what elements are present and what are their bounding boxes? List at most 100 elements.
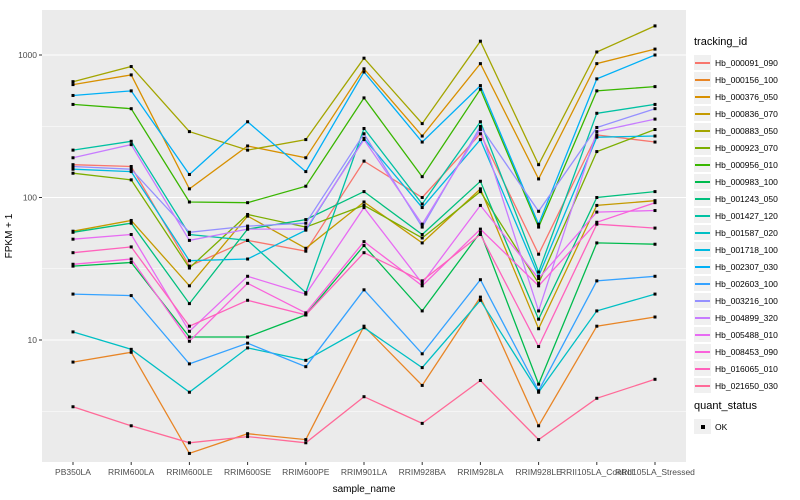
data-point[interactable] (129, 218, 133, 222)
data-point[interactable] (187, 259, 191, 263)
data-point[interactable] (420, 241, 424, 245)
data-point[interactable] (304, 311, 308, 315)
data-point[interactable] (187, 173, 191, 177)
data-point[interactable] (653, 53, 657, 57)
data-point[interactable] (362, 203, 366, 207)
data-point[interactable] (129, 165, 133, 169)
legend-item-Hb_000836_070[interactable]: Hb_000836_070 (694, 105, 798, 122)
data-point[interactable] (537, 438, 541, 442)
data-point[interactable] (595, 220, 599, 224)
data-point[interactable] (71, 165, 75, 169)
legend-item-Hb_000091_090[interactable]: Hb_000091_090 (694, 54, 798, 71)
data-point[interactable] (246, 346, 250, 350)
data-point[interactable] (478, 203, 482, 207)
data-point[interactable] (420, 122, 424, 126)
data-point[interactable] (187, 362, 191, 366)
data-point[interactable] (653, 24, 657, 28)
data-point[interactable] (595, 133, 599, 137)
data-point[interactable] (478, 278, 482, 282)
legend-item-Hb_000956_010[interactable]: Hb_000956_010 (694, 156, 798, 173)
data-point[interactable] (420, 279, 424, 283)
data-point[interactable] (304, 365, 308, 369)
data-point[interactable] (71, 405, 75, 409)
legend-item-Hb_000923_070[interactable]: Hb_000923_070 (694, 139, 798, 156)
data-point[interactable] (653, 292, 657, 296)
data-point[interactable] (537, 345, 541, 349)
data-point[interactable] (304, 170, 308, 174)
data-point[interactable] (478, 132, 482, 136)
data-point[interactable] (187, 335, 191, 339)
data-point[interactable] (129, 107, 133, 111)
legend-item-Hb_002307_030[interactable]: Hb_002307_030 (694, 258, 798, 275)
data-point[interactable] (653, 102, 657, 106)
data-point[interactable] (129, 232, 133, 236)
data-point[interactable] (71, 360, 75, 364)
data-point[interactable] (71, 251, 75, 255)
data-point[interactable] (595, 222, 599, 226)
data-point[interactable] (304, 156, 308, 160)
data-point[interactable] (653, 201, 657, 205)
data-point[interactable] (653, 85, 657, 89)
data-point[interactable] (537, 424, 541, 428)
data-point[interactable] (304, 227, 308, 231)
data-point[interactable] (420, 225, 424, 229)
data-point[interactable] (71, 83, 75, 87)
data-point[interactable] (420, 281, 424, 285)
data-point[interactable] (420, 140, 424, 144)
data-point[interactable] (246, 227, 250, 231)
data-point[interactable] (246, 274, 250, 278)
legend-item-Hb_001427_120[interactable]: Hb_001427_120 (694, 207, 798, 224)
data-point[interactable] (478, 227, 482, 231)
data-point[interactable] (595, 279, 599, 283)
data-point[interactable] (595, 125, 599, 129)
legend-item-Hb_001587_020[interactable]: Hb_001587_020 (694, 224, 798, 241)
data-point[interactable] (71, 237, 75, 241)
data-point[interactable] (478, 138, 482, 142)
data-point[interactable] (187, 284, 191, 288)
legend-item-Hb_000376_050[interactable]: Hb_000376_050 (694, 88, 798, 105)
data-point[interactable] (537, 163, 541, 167)
data-point[interactable] (71, 163, 75, 167)
data-point[interactable] (71, 148, 75, 152)
data-point[interactable] (478, 124, 482, 128)
data-point[interactable] (653, 128, 657, 132)
data-point[interactable] (71, 171, 75, 175)
data-point[interactable] (187, 238, 191, 242)
data-point[interactable] (362, 200, 366, 204)
data-point[interactable] (653, 377, 657, 381)
data-point[interactable] (537, 270, 541, 274)
data-point[interactable] (246, 120, 250, 124)
data-point[interactable] (71, 292, 75, 296)
data-point[interactable] (304, 246, 308, 250)
data-point[interactable] (420, 421, 424, 425)
data-point[interactable] (362, 132, 366, 136)
data-point[interactable] (246, 238, 250, 242)
data-point[interactable] (187, 187, 191, 191)
data-point[interactable] (246, 257, 250, 261)
data-point[interactable] (537, 225, 541, 229)
data-point[interactable] (537, 209, 541, 213)
data-point[interactable] (537, 309, 541, 313)
data-point[interactable] (420, 196, 424, 199)
legend-item-Hb_001243_050[interactable]: Hb_001243_050 (694, 190, 798, 207)
data-point[interactable] (595, 309, 599, 313)
data-point[interactable] (304, 438, 308, 442)
data-point[interactable] (478, 179, 482, 183)
data-point[interactable] (129, 89, 133, 93)
data-point[interactable] (187, 390, 191, 394)
data-point[interactable] (420, 232, 424, 236)
legend-item-Hb_004899_320[interactable]: Hb_004899_320 (694, 309, 798, 326)
data-point[interactable] (362, 326, 366, 330)
data-point[interactable] (420, 202, 424, 206)
data-point[interactable] (187, 266, 191, 270)
data-point[interactable] (537, 317, 541, 321)
data-point[interactable] (246, 335, 250, 339)
data-point[interactable] (478, 295, 482, 299)
data-point[interactable] (362, 159, 366, 163)
data-point[interactable] (71, 156, 75, 160)
legend-item-Hb_000156_100[interactable]: Hb_000156_100 (694, 71, 798, 88)
data-point[interactable] (304, 218, 308, 222)
data-point[interactable] (420, 236, 424, 240)
data-point[interactable] (129, 170, 133, 174)
data-point[interactable] (129, 294, 133, 298)
